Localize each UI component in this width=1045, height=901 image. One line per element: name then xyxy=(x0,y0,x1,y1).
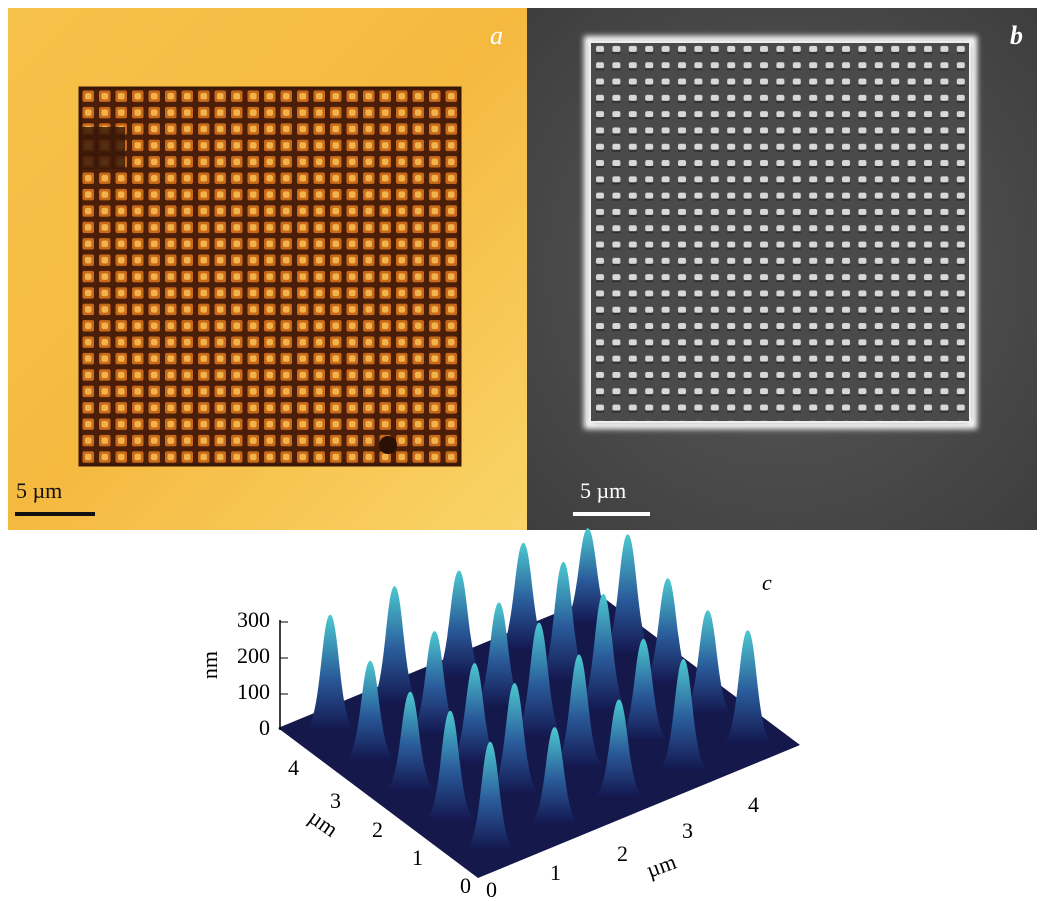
z-tick-label: 0 xyxy=(259,715,270,740)
page: {"panels": [ {"label": "a", "scale_bar":… xyxy=(0,0,1045,901)
sem-array xyxy=(590,42,970,422)
y-tick-label: 4 xyxy=(288,755,299,780)
x-tick-label: 2 xyxy=(617,841,628,866)
figure: a 5 µm b 5 µm c 0 100 200 300 nm 0 1 2 3… xyxy=(0,0,1045,901)
x-tick-label: 3 xyxy=(682,818,693,843)
x-axis-label: µm xyxy=(643,849,680,883)
panel-label: a xyxy=(490,21,503,50)
panel-label: b xyxy=(1010,21,1023,50)
scale-bar-label: 5 µm xyxy=(16,478,62,503)
y-tick-label: 3 xyxy=(330,788,341,813)
z-tick-label: 100 xyxy=(237,679,270,704)
z-tick-label: 300 xyxy=(237,607,270,632)
defect xyxy=(379,436,397,454)
z-axis-label: nm xyxy=(197,651,222,679)
z-tick-label: 200 xyxy=(237,643,270,668)
scale-bar-label: 5 µm xyxy=(580,478,626,503)
x-tick-label: 1 xyxy=(550,860,561,885)
scale-bar xyxy=(15,512,95,516)
scale-bar xyxy=(573,512,650,516)
panel-label: c xyxy=(762,570,772,595)
y-tick-label: 2 xyxy=(372,817,383,842)
y-tick-label: 1 xyxy=(412,845,423,870)
y-tick-label: 0 xyxy=(460,873,471,898)
defect xyxy=(80,127,125,169)
optical-array xyxy=(80,88,460,465)
surface-plot xyxy=(278,528,800,878)
x-tick-label: 4 xyxy=(748,792,759,817)
x-tick-label: 0 xyxy=(486,877,497,901)
